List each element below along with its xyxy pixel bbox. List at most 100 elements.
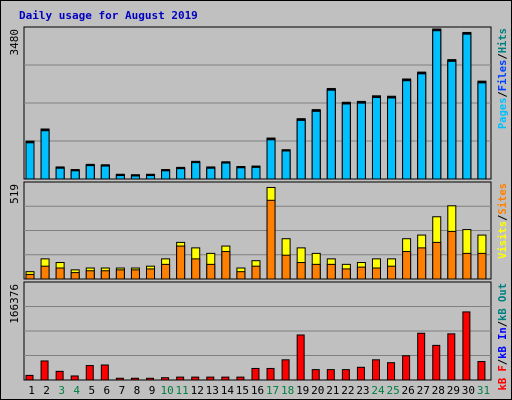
bar-pages-day-16 (251, 166, 261, 180)
bar-pages-day-29 (447, 60, 457, 180)
day-label-4: 4 (73, 384, 80, 397)
day-label-9: 9 (149, 384, 156, 397)
legend-entry: / (497, 215, 509, 221)
day-label-13: 13 (206, 384, 219, 397)
legend-entry: / (497, 359, 509, 365)
bar-sites-day-13 (206, 263, 216, 280)
bar-pages-day-3 (55, 167, 65, 180)
bar-pages-day-13 (206, 167, 216, 180)
day-label-16: 16 (251, 384, 264, 397)
bar-sites-day-31 (477, 252, 487, 280)
bar-sites-day-3 (55, 267, 65, 280)
bar-sites-day-1 (25, 273, 35, 280)
bar-pages-day-8 (130, 175, 140, 180)
bar-pages-day-26 (402, 80, 412, 180)
day-label-14: 14 (221, 384, 235, 397)
bar-sites-day-12 (191, 258, 201, 280)
bar-pages-day-31 (477, 82, 487, 180)
bar-kb-f-day-27 (417, 332, 426, 381)
panel-1: 3480 Pages/Files/Hits (8, 26, 509, 180)
bar-kb-f-day-29 (447, 333, 456, 381)
legend-entry: kB In (497, 327, 509, 359)
panel-2: 519 Visits/Sites (8, 181, 509, 280)
day-label-29: 29 (447, 384, 460, 397)
day-label-7: 7 (119, 384, 126, 397)
bar-kb-f-day-15 (236, 376, 245, 381)
day-label-22: 22 (341, 384, 354, 397)
day-label-10: 10 (160, 384, 173, 397)
day-label-23: 23 (356, 384, 369, 397)
day-label-11: 11 (176, 384, 189, 397)
bar-sites-day-19 (296, 262, 306, 280)
series-legend: Visits/Sites (497, 183, 509, 259)
day-label-15: 15 (236, 384, 249, 397)
bar-pages-day-17 (266, 139, 276, 180)
day-label-19: 19 (296, 384, 309, 397)
day-label-30: 30 (462, 384, 475, 397)
bar-pages-day-9 (146, 175, 156, 180)
bar-kb-f-day-9 (146, 377, 155, 381)
bar-kb-f-day-28 (432, 344, 441, 381)
bar-kb-f-day-22 (341, 369, 350, 381)
legend-entry: Files (497, 60, 509, 92)
max-value-label: 166376 (8, 284, 21, 324)
day-label-25: 25 (386, 384, 399, 397)
bar-sites-day-10 (161, 263, 171, 280)
day-label-28: 28 (432, 384, 445, 397)
bar-sites-day-15 (236, 271, 246, 280)
bar-kb-f-day-18 (281, 359, 290, 381)
day-label-2: 2 (43, 384, 50, 397)
bar-sites-day-5 (85, 270, 95, 280)
bar-pages-day-20 (311, 110, 321, 180)
bar-sites-day-6 (100, 270, 110, 280)
day-label-12: 12 (191, 384, 204, 397)
bar-sites-day-9 (146, 268, 156, 280)
chart-title: Daily usage for August 2019 (19, 9, 198, 22)
bar-kb-f-day-25 (387, 362, 396, 381)
day-label-20: 20 (311, 384, 324, 397)
max-value-label: 3480 (8, 29, 21, 56)
bar-pages-day-23 (356, 102, 366, 180)
bar-pages-day-2 (40, 130, 50, 180)
bar-kb-f-day-17 (266, 367, 275, 381)
bar-kb-f-day-4 (70, 375, 79, 381)
bar-kb-f-day-11 (176, 376, 185, 381)
bar-pages-day-1 (25, 142, 35, 180)
legend-entry: Visits (497, 221, 509, 259)
series-sites (25, 199, 487, 280)
bar-pages-day-30 (462, 33, 472, 180)
bar-pages-day-6 (100, 165, 110, 180)
day-label-24: 24 (371, 384, 385, 397)
legend-entry: / (497, 321, 509, 327)
bar-kb-f-day-6 (100, 364, 109, 381)
bar-pages-day-28 (432, 30, 442, 180)
bar-sites-day-8 (130, 269, 140, 280)
bar-sites-day-20 (311, 263, 321, 280)
bar-sites-day-11 (176, 245, 186, 280)
bar-kb-f-day-3 (55, 370, 64, 381)
series-pages (25, 30, 487, 180)
bar-kb-f-day-13 (206, 376, 215, 381)
bar-pages-day-12 (191, 162, 201, 180)
bar-kb-f-day-23 (356, 366, 365, 381)
series-legend: kB F/kB In/kB Out (497, 283, 509, 391)
bar-kb-f-day-20 (311, 369, 320, 381)
series-legend: Pages/Files/Hits (497, 28, 509, 129)
bar-sites-day-30 (462, 252, 472, 280)
day-label-17: 17 (266, 384, 279, 397)
bar-sites-day-26 (402, 251, 412, 280)
bar-pages-day-21 (326, 89, 336, 180)
day-label-5: 5 (88, 384, 95, 397)
bar-kb-f-day-12 (191, 376, 200, 381)
bar-sites-day-29 (447, 230, 457, 280)
bar-pages-day-24 (371, 97, 381, 180)
bar-pages-day-10 (161, 170, 171, 180)
legend-entry: Sites (497, 183, 509, 215)
bar-pages-day-7 (115, 175, 125, 180)
bar-sites-day-24 (371, 267, 381, 280)
bar-sites-day-16 (251, 265, 261, 280)
day-label-27: 27 (417, 384, 430, 397)
bar-sites-day-14 (221, 251, 231, 280)
bar-kb-f-day-16 (251, 367, 260, 381)
